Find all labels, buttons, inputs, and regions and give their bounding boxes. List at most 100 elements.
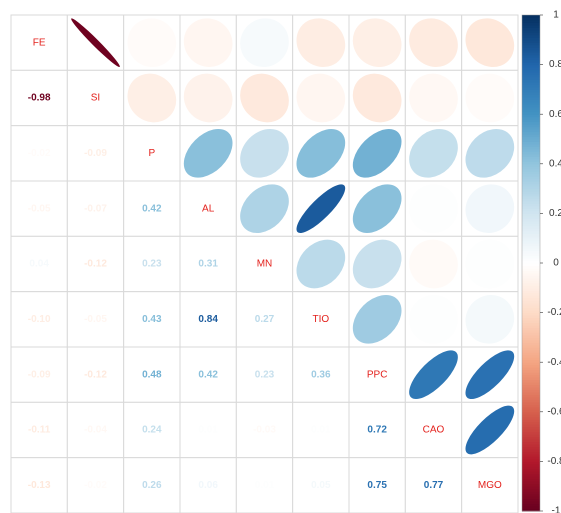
colorbar-segment — [522, 374, 540, 378]
colorbar-segment — [522, 449, 540, 452]
colorbar-tick-label: -0.2 — [547, 307, 561, 318]
colorbar-segment — [522, 297, 540, 301]
colorbar-segment — [522, 362, 540, 366]
colorbar-segment — [522, 322, 540, 326]
colorbar-segment — [522, 285, 540, 289]
colorbar-segment — [522, 367, 540, 371]
correlation-label: 0.05 — [311, 480, 331, 491]
correlation-label: 0.01 — [255, 480, 275, 491]
correlation-ellipse — [296, 239, 346, 289]
correlation-ellipse — [409, 350, 458, 400]
colorbar-segment — [522, 399, 540, 403]
correlation-label: 0.42 — [198, 369, 218, 380]
colorbar-segment — [522, 225, 540, 229]
colorbar-segment — [522, 19, 540, 23]
colorbar-segment — [522, 44, 540, 48]
correlation-label: 0.36 — [311, 369, 331, 380]
correlation-ellipse — [296, 184, 346, 234]
colorbar-segment — [522, 377, 540, 381]
colorbar-segment — [522, 486, 540, 490]
cell — [179, 291, 237, 348]
colorbar-segment — [522, 156, 540, 160]
cell — [66, 235, 125, 293]
cell — [10, 69, 68, 127]
colorbar-segment — [522, 332, 540, 336]
correlation-ellipse — [240, 184, 289, 234]
correlation-label: 0.23 — [142, 259, 162, 270]
colorbar-segment — [522, 349, 540, 353]
colorbar-segment — [522, 126, 540, 130]
colorbar-segment — [522, 327, 540, 331]
colorbar-segment — [522, 292, 540, 296]
colorbar-segment — [522, 153, 540, 157]
cell — [10, 401, 68, 459]
correlation-ellipse — [296, 128, 346, 178]
colorbar-segment — [522, 96, 540, 100]
colorbar-segment — [522, 302, 540, 306]
colorbar-segment — [522, 238, 540, 242]
colorbar-segment — [522, 201, 540, 204]
colorbar-segment — [522, 325, 540, 328]
colorbar-segment — [522, 312, 540, 316]
correlation-label: -0.07 — [84, 203, 107, 214]
colorbar-segment — [522, 27, 540, 31]
colorbar-segment — [522, 223, 540, 227]
correlation-label: 0.77 — [424, 480, 444, 491]
colorbar-segment — [522, 32, 540, 36]
cell — [10, 235, 68, 293]
correlation-ellipse — [352, 184, 402, 234]
colorbar-segment — [522, 52, 540, 56]
colorbar-segment — [522, 166, 540, 170]
colorbar-segment — [522, 461, 540, 465]
colorbar-segment — [522, 339, 540, 343]
correlation-label: -0.10 — [28, 314, 51, 325]
cell — [292, 401, 350, 459]
cell — [123, 401, 181, 459]
colorbar-segment — [522, 119, 540, 123]
colorbar-segment — [522, 72, 540, 76]
colorbar-segment — [522, 203, 540, 207]
colorbar-segment — [522, 421, 540, 425]
colorbar-segment — [522, 54, 540, 58]
colorbar-segment — [522, 295, 540, 299]
colorbar-segment — [522, 171, 540, 175]
cell — [235, 346, 294, 403]
correlation-ellipse — [409, 294, 458, 344]
colorbar-segment — [522, 79, 540, 83]
correlation-ellipse — [127, 73, 177, 123]
colorbar-segment — [522, 401, 540, 405]
variable-label: MN — [257, 259, 273, 270]
correlation-ellipse — [465, 73, 515, 123]
colorbar-segment — [522, 243, 540, 247]
correlation-ellipse — [296, 73, 346, 123]
colorbar-segment — [522, 260, 540, 264]
cell — [10, 180, 68, 237]
colorbar-segment — [522, 191, 540, 195]
cell — [235, 457, 294, 513]
colorbar-segment — [522, 329, 540, 333]
colorbar-segment — [522, 320, 540, 324]
correlation-label: -0.09 — [28, 369, 51, 380]
correlation-ellipse — [240, 128, 289, 178]
colorbar-segment — [522, 272, 540, 276]
colorbar-segment — [522, 305, 540, 309]
colorbar-segment — [522, 352, 540, 356]
colorbar-segment — [522, 506, 540, 510]
colorbar-segment — [522, 114, 540, 118]
cell — [66, 401, 125, 459]
colorbar-segment — [522, 508, 540, 512]
correlation-ellipse — [409, 128, 458, 178]
colorbar-segment — [522, 104, 540, 108]
colorbar-segment — [522, 463, 540, 467]
colorbar-segment — [522, 337, 540, 341]
correlation-ellipse — [183, 128, 233, 178]
colorbar-segment — [522, 173, 540, 177]
correlation-ellipse — [71, 18, 120, 68]
colorbar-segment — [522, 334, 540, 338]
colorbar-segment — [522, 178, 540, 182]
variable-label: CAO — [423, 425, 445, 436]
correlation-ellipse — [465, 294, 515, 344]
colorbar-segment — [522, 458, 540, 462]
colorbar-segment — [522, 263, 540, 266]
correlation-label: 0.43 — [142, 314, 162, 325]
